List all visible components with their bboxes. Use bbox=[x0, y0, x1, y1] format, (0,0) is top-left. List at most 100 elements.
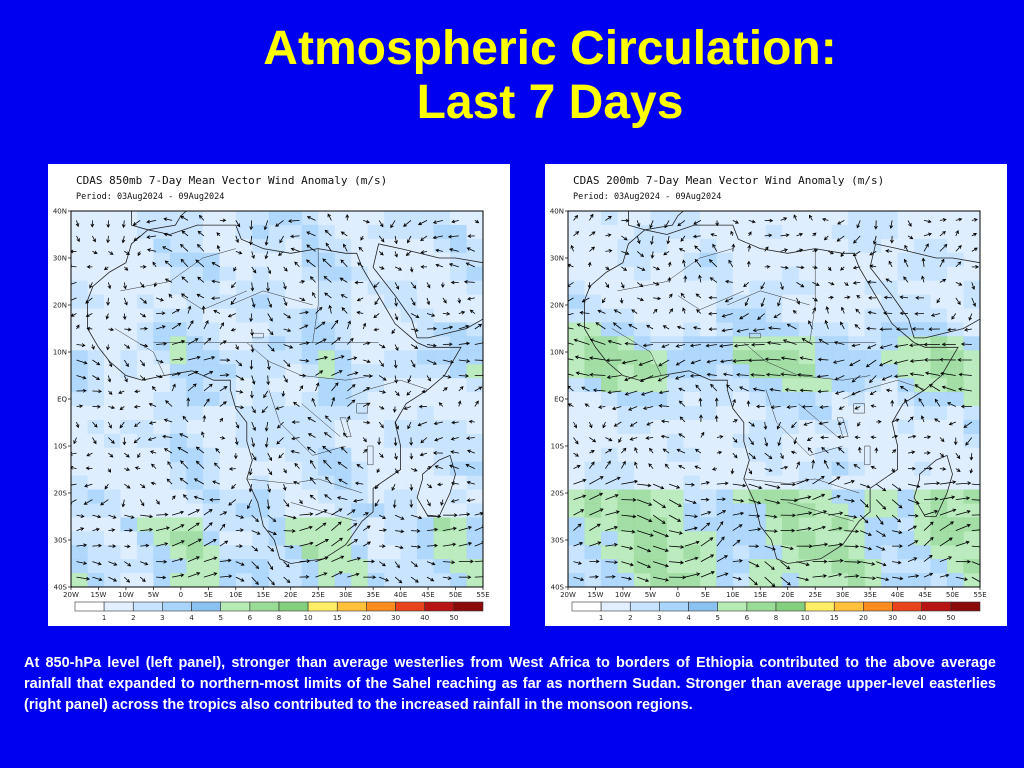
colorbar-swatch bbox=[833, 601, 864, 612]
colorbar-swatch bbox=[921, 601, 952, 612]
lat-label: 30S bbox=[551, 537, 565, 545]
colorbar-label: 1 bbox=[102, 614, 106, 622]
colorbar-swatch bbox=[892, 601, 923, 612]
colorbar-label: 30 bbox=[888, 614, 897, 622]
colorbar-swatch bbox=[74, 601, 105, 612]
lon-label: 20W bbox=[63, 591, 79, 599]
colorbar-label: 6 bbox=[248, 614, 253, 622]
colorbar-label: 15 bbox=[333, 614, 342, 622]
lon-label: 15E bbox=[754, 591, 767, 599]
slide-title: Atmospheric Circulation: Last 7 Days bbox=[40, 22, 1024, 130]
lon-label: 5E bbox=[204, 591, 213, 599]
lon-label: 30E bbox=[339, 591, 352, 599]
colorbar-label: 4 bbox=[189, 614, 194, 622]
lat-label: 40N bbox=[53, 208, 67, 216]
map-850mb: CDAS 850mb 7-Day Mean Vector Wind Anomal… bbox=[53, 174, 490, 622]
colorbar-label: 40 bbox=[917, 614, 926, 622]
colorbar-label: 10 bbox=[801, 614, 810, 622]
lon-label: 10W bbox=[615, 591, 631, 599]
colorbar-label: 4 bbox=[686, 614, 691, 622]
lon-label: 30E bbox=[836, 591, 849, 599]
lon-label: 50E bbox=[946, 591, 959, 599]
lon-label: 5W bbox=[148, 591, 159, 599]
colorbar-swatch bbox=[278, 601, 309, 612]
colorbar-swatch bbox=[659, 601, 689, 612]
map-200mb: CDAS 200mb 7-Day Mean Vector Wind Anomal… bbox=[550, 174, 987, 622]
colorbar-swatch bbox=[103, 601, 134, 612]
lat-label: 30N bbox=[550, 255, 564, 263]
colorbar-label: 30 bbox=[391, 614, 400, 622]
lat-label: 40S bbox=[54, 584, 68, 592]
colorbar-swatch bbox=[395, 601, 426, 612]
colorbar-swatch bbox=[775, 601, 806, 612]
panel-period: Period: 03Aug2024 - 09Aug2024 bbox=[76, 192, 224, 202]
colorbar-label: 5 bbox=[218, 614, 222, 622]
colorbar-label: 40 bbox=[420, 614, 429, 622]
colorbar-swatch bbox=[804, 601, 835, 612]
lon-label: 10E bbox=[726, 591, 739, 599]
lat-label: 10S bbox=[551, 443, 565, 451]
lon-label: 10E bbox=[229, 591, 242, 599]
lon-label: 20E bbox=[284, 591, 297, 599]
colorbar-label: 20 bbox=[859, 614, 868, 622]
lon-label: 25E bbox=[809, 591, 822, 599]
panel-850mb-wind-anomaly: CDAS 850mb 7-Day Mean Vector Wind Anomal… bbox=[48, 164, 510, 626]
lat-label: 30S bbox=[54, 537, 68, 545]
colorbar-label: 20 bbox=[362, 614, 371, 622]
lon-label: 45E bbox=[421, 591, 434, 599]
lat-label: EQ bbox=[57, 396, 67, 404]
lon-label: 40E bbox=[394, 591, 407, 599]
colorbar-label: 3 bbox=[657, 614, 661, 622]
lat-label: EQ bbox=[554, 396, 564, 404]
lon-label: 25E bbox=[312, 591, 325, 599]
lon-label: 10W bbox=[118, 591, 134, 599]
lat-label: 30N bbox=[53, 255, 67, 263]
colorbar-label: 15 bbox=[830, 614, 839, 622]
colorbar-label: 2 bbox=[628, 614, 632, 622]
colorbar-swatch bbox=[307, 601, 338, 612]
colorbar-swatch bbox=[950, 601, 981, 612]
lon-label: 50E bbox=[449, 591, 462, 599]
colorbar-label: 50 bbox=[449, 614, 458, 622]
panel-title: CDAS 850mb 7-Day Mean Vector Wind Anomal… bbox=[76, 174, 387, 187]
lat-label: 10N bbox=[53, 349, 67, 357]
colorbar-swatch bbox=[688, 601, 719, 612]
lat-label: 10S bbox=[54, 443, 68, 451]
lon-label: 5W bbox=[645, 591, 656, 599]
title-line-1: Atmospheric Circulation: bbox=[263, 22, 837, 75]
lon-label: 15W bbox=[91, 591, 107, 599]
lon-label: 20W bbox=[560, 591, 576, 599]
colorbar-swatch bbox=[133, 601, 163, 612]
lat-label: 20S bbox=[551, 490, 565, 498]
colorbar-swatch bbox=[336, 601, 367, 612]
colorbar-label: 3 bbox=[160, 614, 164, 622]
colorbar-label: 1 bbox=[599, 614, 603, 622]
lon-label: 0 bbox=[179, 591, 183, 599]
lon-label: 55E bbox=[476, 591, 489, 599]
panel-200mb-wind-anomaly: CDAS 200mb 7-Day Mean Vector Wind Anomal… bbox=[545, 164, 1007, 626]
colorbar-swatch bbox=[162, 601, 192, 612]
lon-label: 20E bbox=[781, 591, 794, 599]
lat-label: 40S bbox=[551, 584, 565, 592]
lat-label: 20N bbox=[53, 302, 67, 310]
colorbar-swatch bbox=[746, 601, 777, 612]
colorbar-label: 5 bbox=[715, 614, 719, 622]
lat-label: 20S bbox=[54, 490, 68, 498]
title-line-2: Last 7 Days bbox=[416, 76, 684, 129]
lon-label: 0 bbox=[676, 591, 680, 599]
colorbar-swatch bbox=[600, 601, 631, 612]
panel-period: Period: 03Aug2024 - 09Aug2024 bbox=[573, 192, 721, 202]
colorbar-swatch bbox=[453, 601, 484, 612]
caption-text: At 850-hPa level (left panel), stronger … bbox=[24, 655, 996, 713]
colorbar-swatch bbox=[366, 601, 396, 612]
colorbar-label: 6 bbox=[745, 614, 750, 622]
colorbar-label: 8 bbox=[277, 614, 281, 622]
lat-label: 20N bbox=[550, 302, 564, 310]
lon-label: 5E bbox=[701, 591, 710, 599]
lat-label: 40N bbox=[550, 208, 564, 216]
lat-label: 10N bbox=[550, 349, 564, 357]
colorbar-swatch bbox=[630, 601, 660, 612]
colorbar-label: 8 bbox=[774, 614, 778, 622]
lon-label: 15E bbox=[257, 591, 270, 599]
lon-label: 15W bbox=[588, 591, 604, 599]
